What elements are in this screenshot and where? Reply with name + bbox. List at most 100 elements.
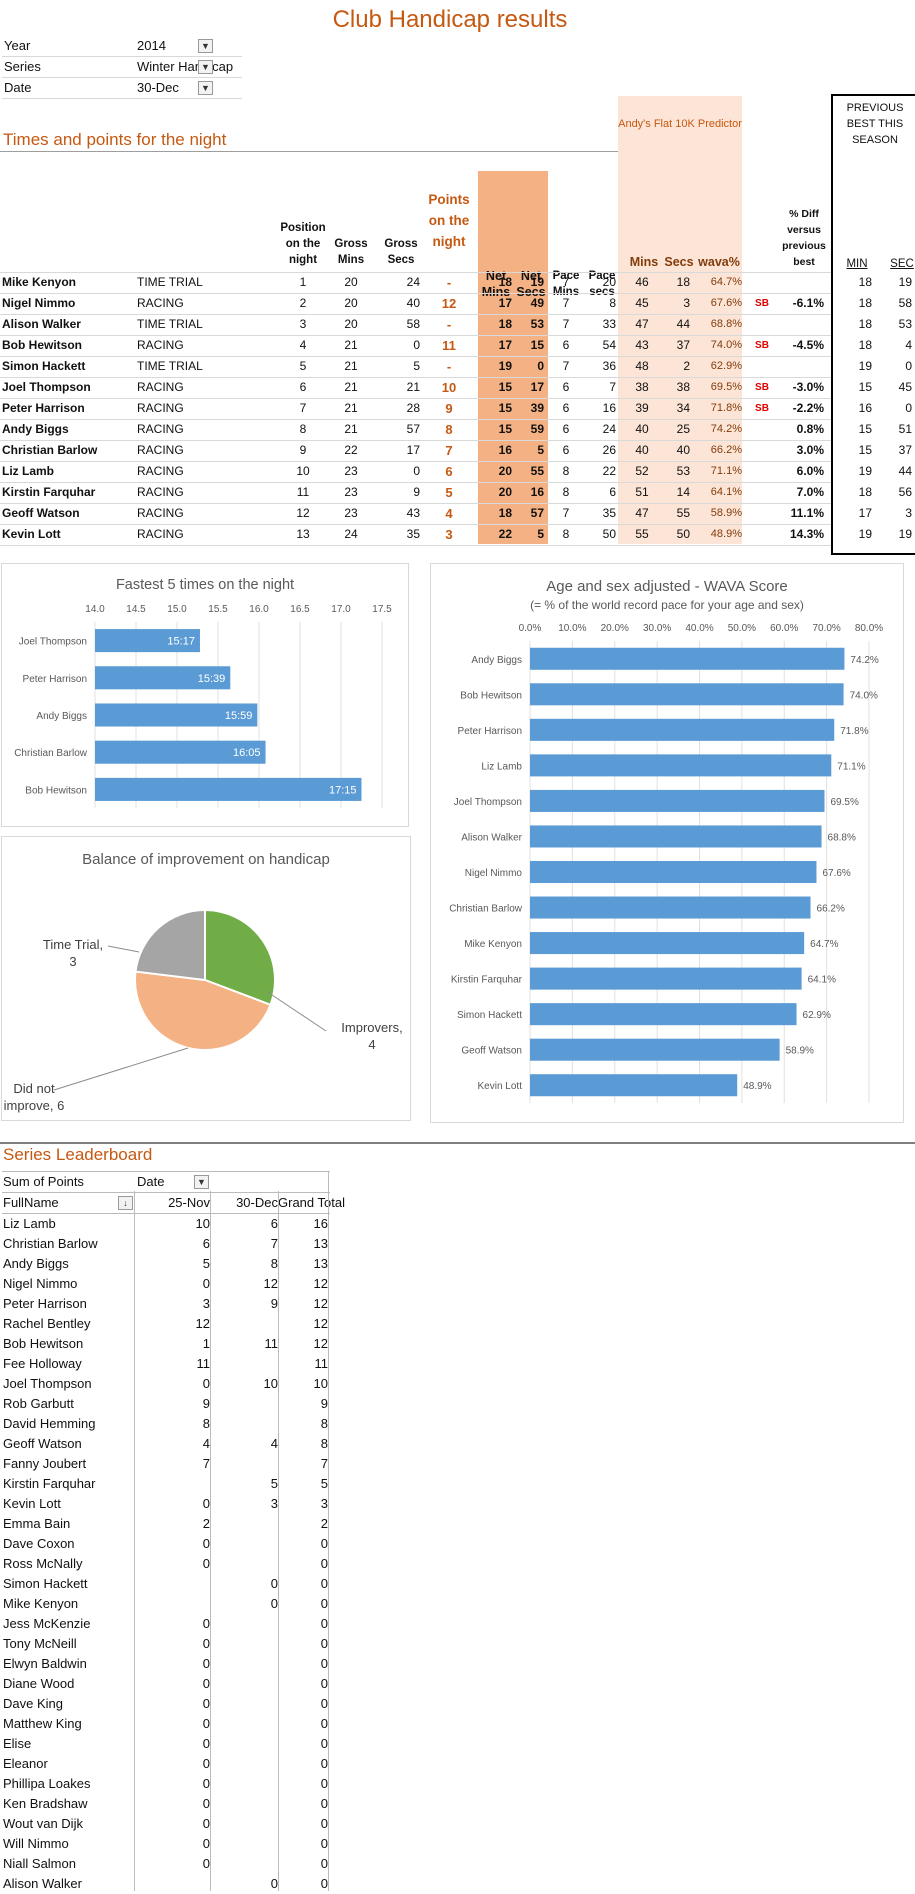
leaderboard-total: 7 xyxy=(320,1456,328,1471)
leaderboard-name: Bob Hewitson xyxy=(3,1336,84,1351)
result-type: RACING xyxy=(137,443,184,457)
leaderboard-name: Liz Lamb xyxy=(3,1216,56,1231)
result-name: Bob Hewitson xyxy=(2,338,82,352)
category-label: Andy Biggs xyxy=(36,711,87,722)
result-pred-min: 43 xyxy=(635,338,649,352)
result-best-sec: 56 xyxy=(898,485,912,499)
x-tick-label: 10.0% xyxy=(558,623,586,634)
result-wava: 74.2% xyxy=(710,423,742,435)
filter-dropdown-icon[interactable]: ▼ xyxy=(194,1175,209,1189)
bar xyxy=(530,789,825,812)
leaderboard-row: Eleanor 0 0 xyxy=(2,1754,330,1774)
leaderboard-total: 0 xyxy=(320,1536,328,1551)
result-gsec: 0 xyxy=(413,338,420,352)
result-pred-sec: 18 xyxy=(676,275,690,289)
leaderboard-row: Fee Holloway 11 11 xyxy=(2,1354,330,1374)
result-gmin: 20 xyxy=(344,317,358,331)
row-divider xyxy=(0,272,831,273)
x-tick-label: 40.0% xyxy=(685,623,713,634)
pie-data-label: 3 xyxy=(69,954,76,969)
leaderboard-row: Andy Biggs 5 8 13 xyxy=(2,1254,330,1274)
result-best-min: 19 xyxy=(858,464,872,478)
leaderboard-row: Tony McNeill 0 0 xyxy=(2,1634,330,1654)
pivot-col1: 25-Nov xyxy=(168,1195,210,1210)
result-pred-sec: 55 xyxy=(676,506,690,520)
data-label: 15:59 xyxy=(225,710,253,722)
leaderboard-25nov: 5 xyxy=(202,1256,210,1271)
result-pmin: 7 xyxy=(562,317,570,331)
leaderboard-total: 0 xyxy=(320,1636,328,1651)
leaderboard-total: 12 xyxy=(313,1276,328,1291)
leaderboard-name: Jess McKenzie xyxy=(3,1616,91,1631)
row-divider xyxy=(0,503,831,504)
result-psec: 35 xyxy=(602,506,616,520)
result-pred-sec: 2 xyxy=(683,359,690,373)
result-gmin: 21 xyxy=(344,401,358,415)
result-type: RACING xyxy=(137,485,184,499)
x-tick-label: 0.0% xyxy=(519,623,542,634)
wava-chart-svg: Age and sex adjusted - WAVA Score (= % of… xyxy=(449,578,883,1103)
result-nsec: 59 xyxy=(530,422,544,436)
leaderboard-name: Ross McNally xyxy=(3,1556,83,1571)
leaderboard-row: Elwyn Baldwin 0 0 xyxy=(2,1654,330,1674)
row-divider xyxy=(0,335,831,336)
leaderboard-total: 0 xyxy=(320,1776,328,1791)
data-label: 16:05 xyxy=(233,747,261,759)
result-nmin: 17 xyxy=(498,296,512,310)
result-nmin: 20 xyxy=(498,485,512,499)
leaderboard-total: 8 xyxy=(320,1416,328,1431)
leaderboard-25nov: 0 xyxy=(202,1496,210,1511)
filter-series: Series Winter Handicap ▼ xyxy=(2,57,242,78)
leaderboard-25nov: 12 xyxy=(195,1316,210,1331)
header-diff: % Diff versus previous best xyxy=(782,208,826,268)
leaderboard-row: Will Nimmo 0 0 xyxy=(2,1834,330,1854)
result-pmin: 6 xyxy=(562,401,570,415)
leaderboard-row: Alison Walker 0 0 xyxy=(2,1874,330,1894)
result-name: Kirstin Farquhar xyxy=(2,485,96,499)
header-pace-secs: Pace secs xyxy=(588,270,616,298)
leaderboard-30dec: 6 xyxy=(270,1216,278,1231)
filter-dropdown-icon[interactable]: ▼ xyxy=(198,39,213,53)
filter-date-value: 30-Dec xyxy=(137,80,179,95)
category-label: Alison Walker xyxy=(461,832,522,843)
result-type: RACING xyxy=(137,401,184,415)
result-gmin: 24 xyxy=(344,527,358,541)
result-best-sec: 4 xyxy=(905,338,912,352)
result-nsec: 49 xyxy=(530,296,544,310)
category-label: Joel Thompson xyxy=(19,637,87,648)
result-pts: 7 xyxy=(445,443,453,458)
result-gsec: 57 xyxy=(406,422,420,436)
result-best-min: 19 xyxy=(858,527,872,541)
result-wava: 62.9% xyxy=(710,360,742,372)
result-psec: 36 xyxy=(602,359,616,373)
result-name: Nigel Nimmo xyxy=(2,296,76,310)
x-tick-label: 14.0 xyxy=(85,604,105,615)
result-pts: 3 xyxy=(445,527,453,542)
leaderboard-row: Geoff Watson 4 4 8 xyxy=(2,1434,330,1454)
data-label: 71.1% xyxy=(837,761,865,772)
filter-date-label: Date xyxy=(4,80,32,95)
result-gsec: 58 xyxy=(406,317,420,331)
result-gsec: 9 xyxy=(413,485,420,499)
leaderboard-total: 8 xyxy=(320,1436,328,1451)
sort-dropdown-icon[interactable]: ↓ xyxy=(118,1196,133,1210)
filter-dropdown-icon[interactable]: ▼ xyxy=(198,60,213,74)
filter-dropdown-icon[interactable]: ▼ xyxy=(198,81,213,95)
result-psec: 6 xyxy=(609,485,616,499)
result-gmin: 21 xyxy=(344,422,358,436)
result-wava: 71.8% xyxy=(710,402,742,414)
leaderboard-25nov: 0 xyxy=(202,1796,210,1811)
header-position: Position on the night xyxy=(280,222,326,266)
leaderboard-name: Phillipa Loakes xyxy=(3,1776,91,1791)
result-pos: 10 xyxy=(296,464,310,478)
result-pred-sec: 37 xyxy=(676,338,690,352)
leaderboard-25nov: 9 xyxy=(202,1396,210,1411)
result-pred-min: 38 xyxy=(635,380,649,394)
result-nmin: 15 xyxy=(498,401,512,415)
leaderboard-total: 0 xyxy=(320,1836,328,1851)
leaderboard-name: Elwyn Baldwin xyxy=(3,1656,87,1671)
result-nsec: 53 xyxy=(530,317,544,331)
result-pred-min: 45 xyxy=(635,296,649,310)
bar xyxy=(95,703,258,727)
result-best-min: 18 xyxy=(858,317,872,331)
